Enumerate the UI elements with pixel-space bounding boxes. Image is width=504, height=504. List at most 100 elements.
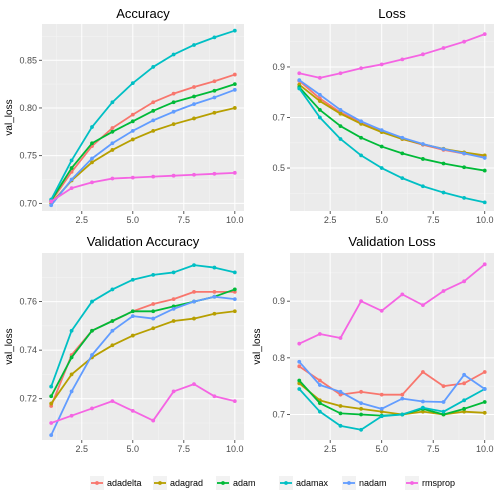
data-point-nadam xyxy=(232,297,237,302)
y-tick-label: 0.80 xyxy=(19,103,37,113)
legend-key-point xyxy=(347,481,351,485)
data-point-adamax xyxy=(359,153,363,158)
data-point-nadam xyxy=(90,353,94,357)
series-line-nadam xyxy=(50,295,235,436)
data-point-rmsprop xyxy=(359,299,363,304)
data-point-rmsprop xyxy=(232,399,237,404)
data-point-adam xyxy=(482,400,487,404)
data-point-adamax xyxy=(317,409,322,414)
data-point-adagrad xyxy=(192,316,196,321)
data-point-adam xyxy=(482,168,487,173)
chart-panel-3: 2.5 5.0 7.5 10.0 0.72 0.74 0.76 Validation Accu… xyxy=(4,234,244,454)
data-point-adagrad xyxy=(110,148,115,152)
data-point-adamax xyxy=(297,86,302,91)
legend: adadelta adagrad adam adamax nadam rmsprop xyxy=(90,476,455,490)
legend-label: adagrad xyxy=(170,478,203,488)
data-point-adagrad xyxy=(421,409,425,414)
data-point-adadelta xyxy=(151,302,156,306)
data-point-adamax xyxy=(151,65,156,69)
series-adam xyxy=(297,85,487,173)
data-point-nadam xyxy=(317,383,322,387)
data-point-nadam xyxy=(462,151,467,156)
legend-label: adadelta xyxy=(107,478,142,488)
data-point-adamax xyxy=(359,427,363,432)
data-point-adamax xyxy=(441,409,446,414)
x-tick-label: 2.5 xyxy=(76,215,89,225)
y-tick-label: 0.8 xyxy=(272,353,285,363)
data-point-adam xyxy=(212,88,217,93)
legend-label: rmsprop xyxy=(422,478,455,488)
data-point-rmsprop xyxy=(49,421,54,425)
data-point-nadam xyxy=(49,203,54,208)
series-line-nadam xyxy=(50,88,236,206)
series-adamax xyxy=(49,28,237,202)
data-point-nadam xyxy=(297,359,302,364)
data-point-adam xyxy=(359,412,363,417)
data-point-rmsprop xyxy=(192,172,196,177)
data-point-rmsprop xyxy=(110,176,115,181)
data-point-nadam xyxy=(192,299,196,304)
data-point-nadam xyxy=(232,87,237,92)
series-line-adagrad xyxy=(50,310,235,405)
data-point-adamax xyxy=(379,414,384,419)
data-point-adadelta xyxy=(110,126,115,130)
data-point-rmsprop xyxy=(130,408,135,413)
series-line-nadam xyxy=(298,361,486,410)
data-point-adagrad xyxy=(338,111,343,116)
data-point-adamax xyxy=(482,200,487,205)
x-tick-label: 7.5 xyxy=(427,215,440,225)
series-adamax xyxy=(297,86,487,205)
data-point-adamax xyxy=(297,387,302,391)
chart-panel-4: 2.5 5.0 7.5 10.0 0.7 0.8 0.9 Validation Loss val… xyxy=(252,234,494,454)
legend-key-point xyxy=(410,481,414,485)
data-point-adam xyxy=(69,355,74,360)
series-line-rmsprop xyxy=(50,171,235,203)
series-line-adamax xyxy=(50,264,236,387)
data-point-rmsprop xyxy=(69,186,74,191)
data-point-nadam xyxy=(297,78,302,82)
data-point-adamax xyxy=(400,176,405,181)
data-point-adamax xyxy=(232,28,237,33)
data-point-nadam xyxy=(130,128,135,133)
data-point-rmsprop xyxy=(462,279,467,284)
panel-title: Validation Accuracy xyxy=(87,234,200,249)
data-point-adadelta xyxy=(317,378,322,383)
legend-item-adagrad: adagrad xyxy=(153,476,203,490)
data-point-nadam xyxy=(421,142,425,146)
series-adamax xyxy=(49,263,237,389)
legend-item-adadelta: adadelta xyxy=(90,476,142,490)
data-point-nadam xyxy=(317,92,322,97)
chart-panel-2: 2.5 5.0 7.5 10.0 0.5 0.7 0.9 Loss xyxy=(272,6,494,225)
data-point-adagrad xyxy=(338,404,343,408)
data-point-adadelta xyxy=(212,289,217,294)
data-point-adam xyxy=(90,328,94,333)
data-point-rmsprop xyxy=(151,418,156,423)
legend-item-adamax: adamax xyxy=(279,476,329,490)
data-point-nadam xyxy=(171,306,176,311)
data-point-adam xyxy=(379,144,384,149)
data-point-nadam xyxy=(400,135,405,140)
legend-item-nadam: nadam xyxy=(342,476,387,490)
data-point-adam xyxy=(338,411,343,416)
data-point-adamax xyxy=(441,190,446,195)
series-line-nadam xyxy=(298,79,485,159)
data-point-nadam xyxy=(400,396,405,401)
data-point-adagrad xyxy=(151,326,156,331)
data-point-rmsprop xyxy=(192,382,196,387)
series-nadam xyxy=(297,78,487,160)
data-point-rmsprop xyxy=(441,46,446,50)
data-point-adamax xyxy=(130,81,135,86)
data-point-adamax xyxy=(462,195,467,200)
data-point-adadelta xyxy=(130,112,135,117)
data-point-nadam xyxy=(482,387,487,391)
legend-item-adam: adam xyxy=(216,476,256,490)
x-tick-label: 7.5 xyxy=(178,444,191,454)
legend-key-point xyxy=(158,481,162,485)
data-point-rmsprop xyxy=(400,292,405,297)
legend-label: nadam xyxy=(359,478,387,488)
x-tick-label: 5.0 xyxy=(375,215,388,225)
data-point-rmsprop xyxy=(400,57,405,62)
plot-background xyxy=(42,253,244,440)
data-point-adadelta xyxy=(359,389,363,394)
data-point-nadam xyxy=(69,389,74,394)
